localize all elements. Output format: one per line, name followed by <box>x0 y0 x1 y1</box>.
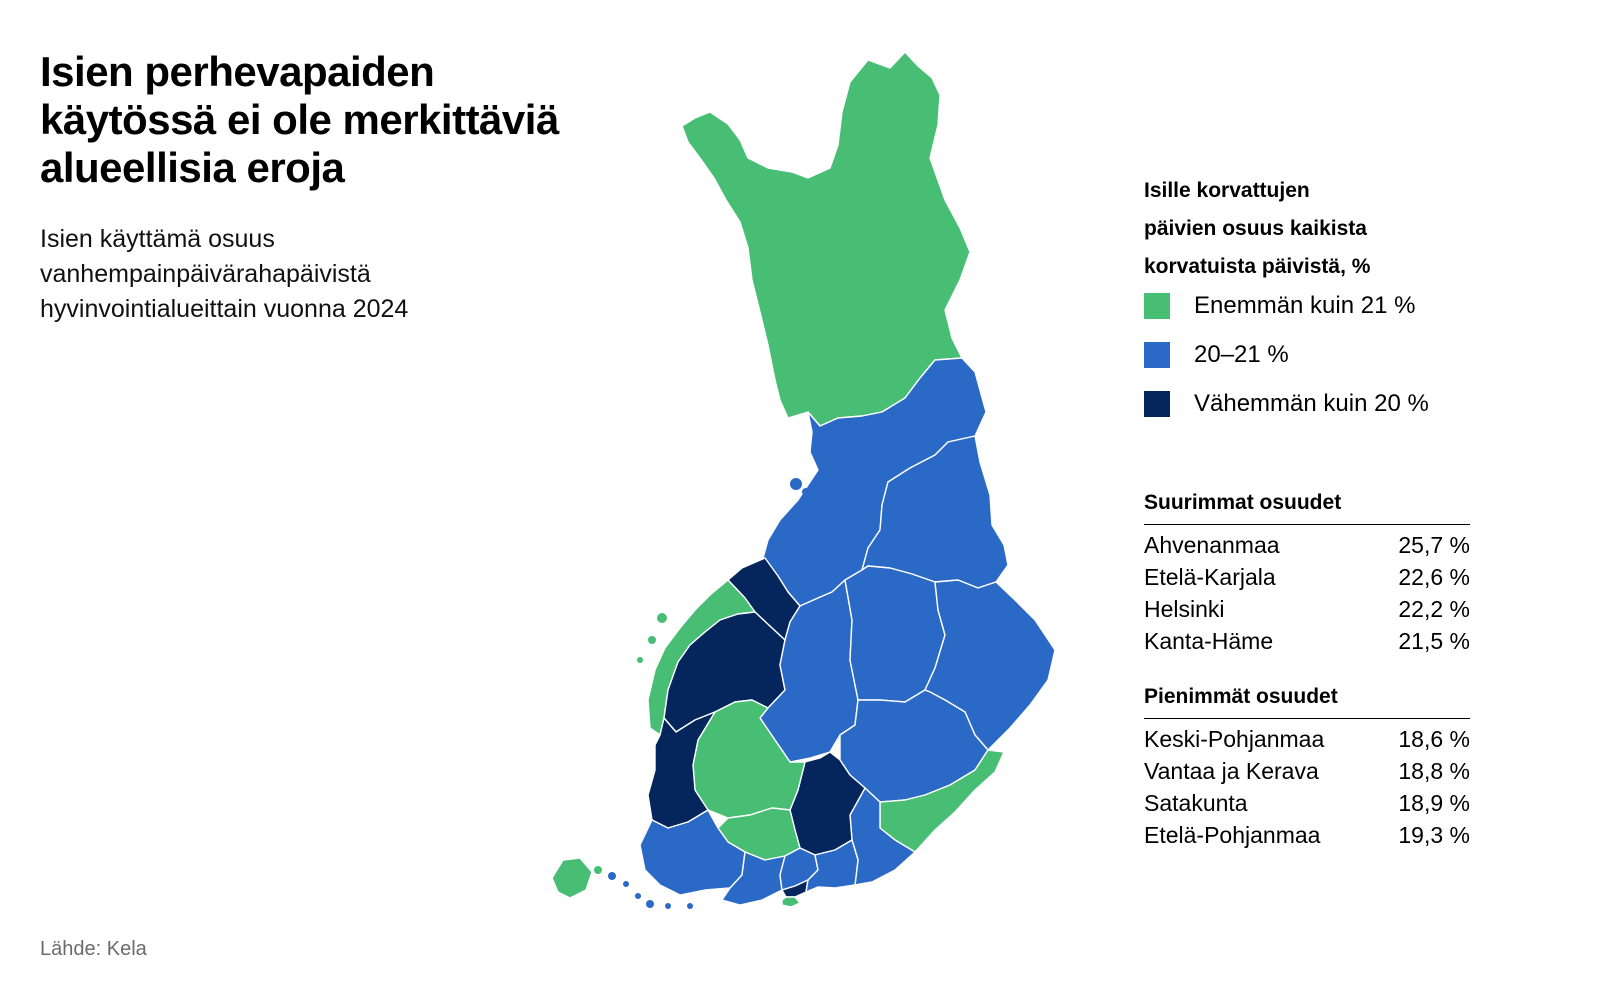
region-name: Vantaa ja Kerava <box>1144 758 1319 784</box>
region-value: 18,8 % <box>1398 758 1470 784</box>
island <box>648 636 656 644</box>
top-shares-heading: Suurimmat osuudet <box>1144 490 1470 525</box>
legend-swatch <box>1144 391 1170 417</box>
island <box>594 866 602 874</box>
region-value: 25,7 % <box>1398 532 1470 558</box>
region-name: Keski-Pohjanmaa <box>1144 726 1325 752</box>
region-value: 19,3 % <box>1398 822 1470 848</box>
region-name: Helsinki <box>1144 596 1225 622</box>
island <box>665 903 671 909</box>
title-line: alueellisia eroja <box>40 144 345 191</box>
island <box>646 900 654 908</box>
island <box>657 613 667 623</box>
island <box>790 478 802 490</box>
legend-swatch <box>1144 342 1170 368</box>
legend-label: Vähemmän kuin 20 % <box>1194 390 1429 417</box>
island <box>623 881 629 887</box>
source-note: Lähde: Kela <box>40 938 147 960</box>
region-name: Etelä-Karjala <box>1144 564 1276 590</box>
table-row: Vantaa ja Kerava 18,8 % <box>1144 755 1470 787</box>
island <box>637 657 643 663</box>
legend-title-line: päivien osuus kaikista <box>1144 217 1367 240</box>
region-name: Kanta-Häme <box>1144 628 1274 654</box>
region-value: 22,6 % <box>1398 564 1470 590</box>
region-value: 22,2 % <box>1398 596 1470 622</box>
bottom-shares-table: Pienimmät osuudet Keski-Pohjanmaa 18,6 %… <box>1144 684 1470 851</box>
legend-title-line: korvatuista päivistä, % <box>1144 255 1371 278</box>
legend-title-line: Isille korvattujen <box>1144 179 1310 202</box>
bottom-shares-heading: Pienimmät osuudet <box>1144 684 1470 719</box>
island <box>635 893 641 899</box>
table-row: Satakunta 18,9 % <box>1144 787 1470 819</box>
region-value: 18,6 % <box>1398 726 1470 752</box>
region-lansi-uusimaa <box>721 851 786 906</box>
table-row: Keski-Pohjanmaa 18,6 % <box>1144 723 1470 755</box>
top-shares-table: Suurimmat osuudet Ahvenanmaa 25,7 % Etel… <box>1144 490 1470 657</box>
chart-title: Isien perhevapaiden käytössä ei ole merk… <box>40 48 640 192</box>
region-value: 18,9 % <box>1398 790 1470 816</box>
subtitle-line: hyvinvointialueittain vuonna 2024 <box>40 295 409 323</box>
island <box>687 903 693 909</box>
region-ita-uusimaa <box>805 839 859 893</box>
region-name: Satakunta <box>1144 790 1248 816</box>
island <box>608 872 616 880</box>
subtitle-line: Isien käyttämä osuus <box>40 225 275 253</box>
region-helsinki <box>781 896 801 908</box>
island <box>802 488 810 496</box>
table-row: Helsinki 22,2 % <box>1144 593 1470 625</box>
legend-label: 20–21 % <box>1194 341 1289 368</box>
title-line: Isien perhevapaiden <box>40 48 435 95</box>
chart-subtitle: Isien käyttämä osuus vanhempainpäiväraha… <box>40 222 560 327</box>
title-line: käytössä ei ole merkittäviä <box>40 96 559 143</box>
legend-item-high: Enemmän kuin 21 % <box>1144 292 1429 320</box>
region-name: Ahvenanmaa <box>1144 532 1280 558</box>
table-row: Etelä-Karjala 22,6 % <box>1144 561 1470 593</box>
legend-item-mid: 20–21 % <box>1144 341 1429 369</box>
legend-title: Isille korvattujen päivien osuus kaikist… <box>1144 172 1584 286</box>
region-lappi <box>681 51 971 427</box>
region-ahvenanmaa <box>551 857 593 899</box>
table-row: Etelä-Pohjanmaa 19,3 % <box>1144 819 1470 851</box>
legend-label: Enemmän kuin 21 % <box>1194 292 1416 319</box>
finland-map <box>551 51 1056 909</box>
legend: Enemmän kuin 21 % 20–21 % Vähemmän kuin … <box>1144 292 1429 439</box>
region-name: Etelä-Pohjanmaa <box>1144 822 1321 848</box>
legend-swatch <box>1144 293 1170 319</box>
subtitle-line: vanhempainpäivärahapäivistä <box>40 260 371 288</box>
legend-item-low: Vähemmän kuin 20 % <box>1144 390 1429 418</box>
table-row: Ahvenanmaa 25,7 % <box>1144 529 1470 561</box>
table-row: Kanta-Häme 21,5 % <box>1144 625 1470 657</box>
region-value: 21,5 % <box>1398 628 1470 654</box>
